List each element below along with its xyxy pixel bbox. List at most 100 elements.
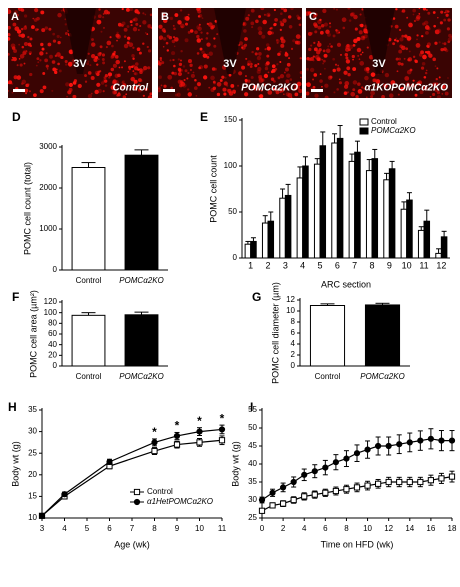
- cell: [439, 21, 443, 25]
- x-tick-label: 1: [248, 260, 253, 270]
- cell: [416, 14, 421, 20]
- y-tick-label: 100: [224, 161, 238, 170]
- cell: [187, 71, 190, 75]
- cell: [335, 29, 341, 35]
- cell: [414, 93, 418, 97]
- cell: [341, 17, 347, 23]
- cell: [338, 31, 341, 34]
- cell: [158, 75, 162, 79]
- cell: [97, 14, 102, 19]
- bar: [302, 165, 309, 259]
- cell: [39, 51, 44, 56]
- cell: [298, 23, 302, 27]
- cell: [295, 34, 301, 39]
- cell: [165, 41, 169, 45]
- cell: [72, 81, 77, 85]
- cell: [337, 64, 340, 67]
- scale-bar: [13, 89, 25, 92]
- cell: [406, 35, 412, 41]
- bar: [250, 240, 257, 259]
- x-tick-label: 6: [107, 524, 112, 533]
- cell: [139, 24, 142, 27]
- cell: [60, 9, 63, 12]
- cell: [23, 62, 26, 65]
- cell: [418, 8, 421, 10]
- y-tick-label: 1000: [39, 224, 57, 233]
- cell: [445, 13, 449, 17]
- cell: [356, 36, 361, 41]
- marker: [427, 435, 434, 442]
- cell: [16, 13, 19, 17]
- cell: [115, 33, 120, 38]
- cell: [294, 40, 299, 45]
- cell: [14, 10, 18, 14]
- marker: [406, 439, 413, 446]
- x-tick-label: 12: [384, 524, 393, 533]
- cell: [358, 58, 361, 60]
- cell: [91, 54, 96, 59]
- cell: [200, 31, 203, 34]
- cell: [393, 38, 397, 42]
- caption: α1KOPOMCα2KO: [364, 83, 448, 94]
- cell: [324, 83, 329, 88]
- cell: [29, 52, 32, 55]
- cell: [8, 89, 10, 93]
- y-tick-label: 30: [28, 427, 37, 436]
- cell: [317, 40, 320, 43]
- cell: [52, 67, 57, 72]
- cell: [208, 22, 213, 27]
- cell: [121, 80, 125, 84]
- cell: [64, 32, 68, 36]
- cell: [282, 18, 287, 23]
- cell: [359, 24, 362, 27]
- cell: [323, 53, 328, 58]
- cell: [343, 70, 348, 75]
- marker: [438, 475, 445, 482]
- cell: [413, 19, 417, 23]
- cell: [27, 35, 30, 39]
- cell: [370, 90, 375, 96]
- cell: [208, 86, 211, 89]
- cell: [368, 54, 374, 60]
- cell: [187, 13, 190, 16]
- cell: [441, 93, 444, 95]
- cell: [398, 57, 401, 61]
- bar: [440, 236, 448, 259]
- cell: [243, 29, 247, 33]
- cell: [137, 68, 140, 71]
- cell: [348, 19, 352, 22]
- cell: [8, 8, 10, 10]
- x-tick-label: 7: [130, 524, 135, 533]
- cell: [187, 88, 190, 91]
- cell: [313, 41, 316, 45]
- cell: [306, 91, 310, 96]
- cell: [139, 70, 143, 75]
- cell: [319, 18, 322, 22]
- cell: [343, 91, 348, 95]
- cell: [16, 29, 22, 34]
- cell: [358, 30, 363, 35]
- cell: [96, 63, 99, 66]
- cell: [347, 8, 351, 10]
- y-axis-label: Body wt (g): [230, 441, 240, 487]
- cell: [242, 21, 247, 27]
- cell: [349, 12, 354, 17]
- cell: [133, 79, 138, 84]
- cell: [313, 12, 318, 17]
- marker: [396, 478, 403, 486]
- marker: [417, 478, 424, 486]
- cell: [55, 68, 58, 71]
- cell: [294, 92, 299, 97]
- cell: [90, 75, 95, 80]
- panel-label: I: [250, 400, 253, 414]
- cell: [279, 88, 285, 93]
- cell: [144, 13, 147, 16]
- cell: [96, 82, 101, 87]
- cell: [130, 76, 135, 82]
- cell: [262, 83, 266, 86]
- cell: [137, 88, 142, 93]
- cell: [263, 13, 267, 16]
- cell: [330, 45, 333, 48]
- cell: [99, 45, 103, 49]
